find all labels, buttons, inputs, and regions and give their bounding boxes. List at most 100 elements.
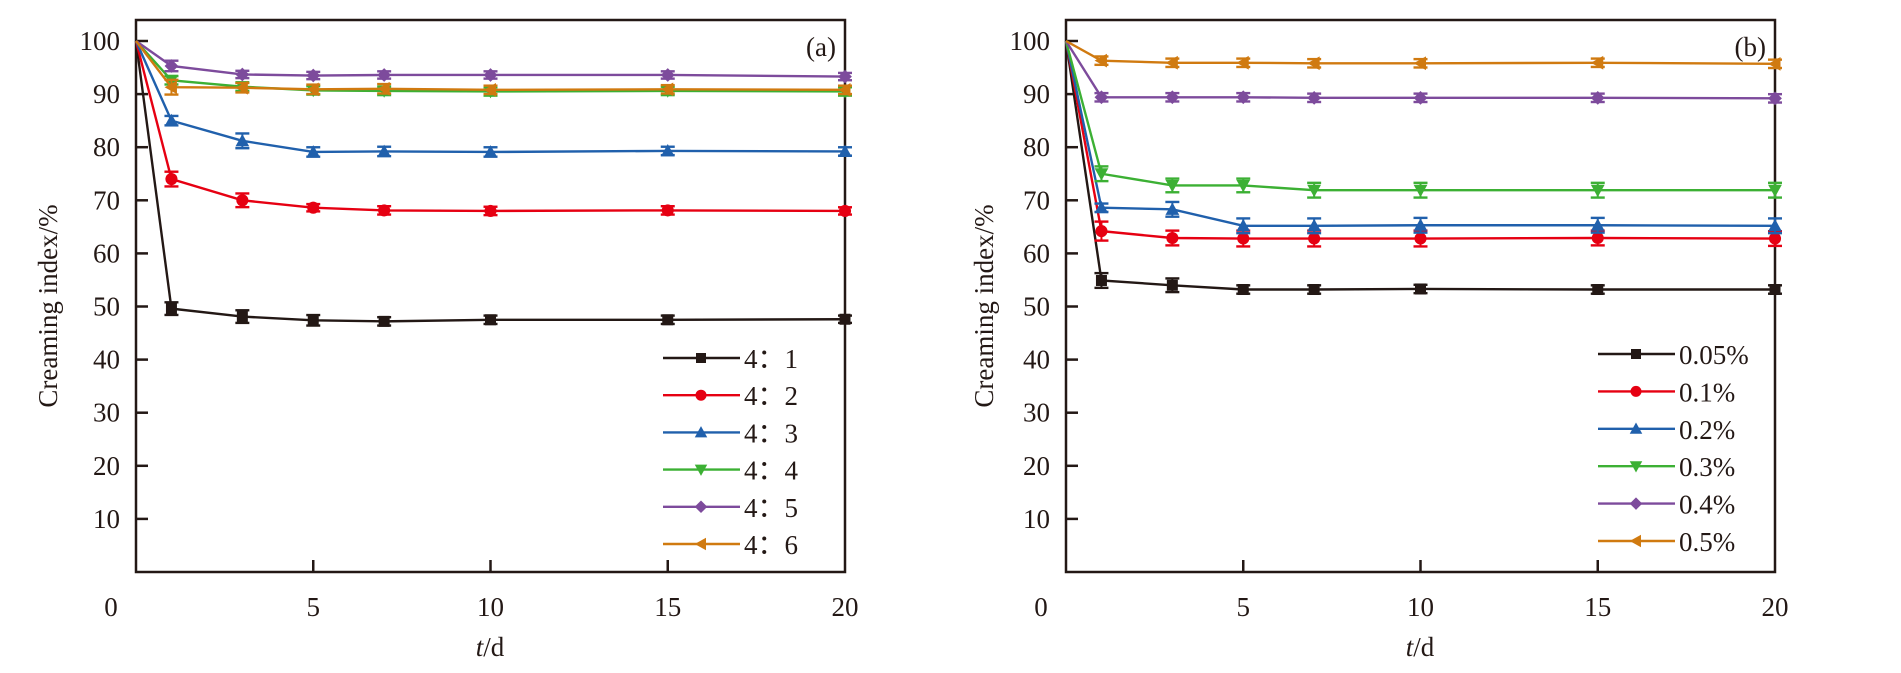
legend-item: 4：2 (663, 381, 798, 411)
data-point (1095, 225, 1108, 238)
series-line (1064, 40, 1776, 227)
plot-frame (134, 18, 847, 574)
data-point (1414, 232, 1427, 245)
data-point (1590, 218, 1605, 231)
data-point (838, 204, 852, 217)
legend-marker (694, 500, 708, 514)
x-axis-label-unit: /d (1413, 632, 1435, 662)
x-tick-label: 0 (104, 592, 118, 622)
series-line (1064, 40, 1775, 192)
data-point (1094, 90, 1109, 105)
data-point (1094, 53, 1107, 68)
series-line (1064, 40, 1775, 291)
data-point (1236, 90, 1251, 105)
data-point (661, 204, 674, 217)
data-point (1413, 218, 1428, 231)
legend-label: 4：2 (744, 381, 798, 411)
data-point (378, 315, 390, 327)
data-point (164, 80, 177, 95)
x-tick-label: 5 (307, 592, 321, 622)
legend-item: 0.3% (1598, 452, 1735, 482)
legend-item: 4：3 (663, 418, 798, 448)
series-line (134, 40, 846, 323)
data-point (660, 68, 675, 82)
legend-item: 0.5% (1598, 527, 1735, 557)
y-tick-label: 60 (93, 238, 120, 268)
legend-item: 0.05% (1598, 340, 1749, 370)
y-tick-label: 50 (93, 292, 120, 322)
legend-item: 4：4 (663, 456, 798, 486)
series-line (135, 40, 846, 92)
series-6 (1065, 39, 1782, 71)
data-point (1094, 200, 1109, 214)
data-point (235, 67, 250, 82)
legend-item: 4：1 (663, 344, 798, 374)
data-point (483, 145, 498, 158)
data-point (235, 133, 250, 147)
data-point (1166, 231, 1179, 245)
data-point (1307, 218, 1322, 232)
data-point (235, 80, 248, 95)
data-point (1413, 184, 1428, 198)
legend-marker (694, 464, 708, 476)
data-point (484, 204, 497, 217)
series-line (1065, 39, 1776, 66)
data-point (1166, 279, 1178, 291)
y-tick-label: 10 (1023, 504, 1050, 534)
data-point (165, 173, 178, 186)
data-point (1165, 55, 1178, 70)
y-tick-label: 50 (1023, 292, 1050, 322)
data-point (165, 303, 177, 315)
legend-label: 0.3% (1679, 452, 1735, 482)
data-point (1768, 56, 1781, 71)
series-line (135, 40, 846, 93)
y-axis-label: Creaming index/% (969, 204, 999, 407)
series-5 (135, 40, 852, 84)
x-tick-label: 10 (1407, 592, 1434, 622)
data-point (485, 314, 496, 326)
series-line (134, 40, 846, 213)
x-tick-label: 15 (654, 592, 681, 622)
data-point (660, 82, 674, 97)
data-point (1236, 179, 1251, 193)
x-tick-label: 15 (1584, 592, 1611, 622)
legend-marker (1631, 349, 1641, 359)
legend-item: 0.4% (1598, 490, 1735, 520)
data-point (839, 313, 851, 325)
data-point (1308, 284, 1320, 296)
y-tick-label: 60 (1023, 238, 1050, 268)
series-line (135, 40, 846, 78)
data-point (838, 144, 852, 157)
data-point (236, 311, 248, 323)
x-tick-label: 20 (832, 592, 859, 622)
data-point (1592, 284, 1604, 296)
y-tick-label: 90 (1023, 79, 1050, 109)
series-5 (1064, 40, 1782, 106)
data-point (306, 145, 321, 158)
y-tick-label: 100 (80, 26, 121, 56)
legend-item: 0.2% (1598, 415, 1735, 445)
data-point (1307, 90, 1322, 105)
legend-marker (1630, 385, 1642, 397)
data-point (838, 82, 851, 97)
data-point (1165, 179, 1180, 193)
legend-label: 4：6 (744, 530, 798, 560)
data-point (1590, 55, 1604, 70)
panel-b: Creaming index/% t/d (b) 102030405060708… (969, 18, 1789, 662)
series-line (134, 40, 846, 154)
legend-label: 4：5 (744, 493, 798, 523)
data-point (1413, 90, 1428, 105)
series-2 (134, 40, 852, 217)
legend-marker (695, 389, 707, 401)
series-line (1064, 40, 1776, 100)
data-point (1165, 90, 1180, 105)
legend-label: 0.05% (1679, 340, 1749, 370)
y-tick-label: 30 (93, 398, 120, 428)
data-point (1165, 202, 1180, 215)
y-axis-label: Creaming index/% (33, 204, 63, 407)
data-point (1307, 184, 1322, 198)
legend-marker (1629, 422, 1643, 434)
data-point (378, 204, 391, 217)
legend-label: 0.5% (1679, 527, 1735, 557)
data-point (483, 68, 498, 82)
